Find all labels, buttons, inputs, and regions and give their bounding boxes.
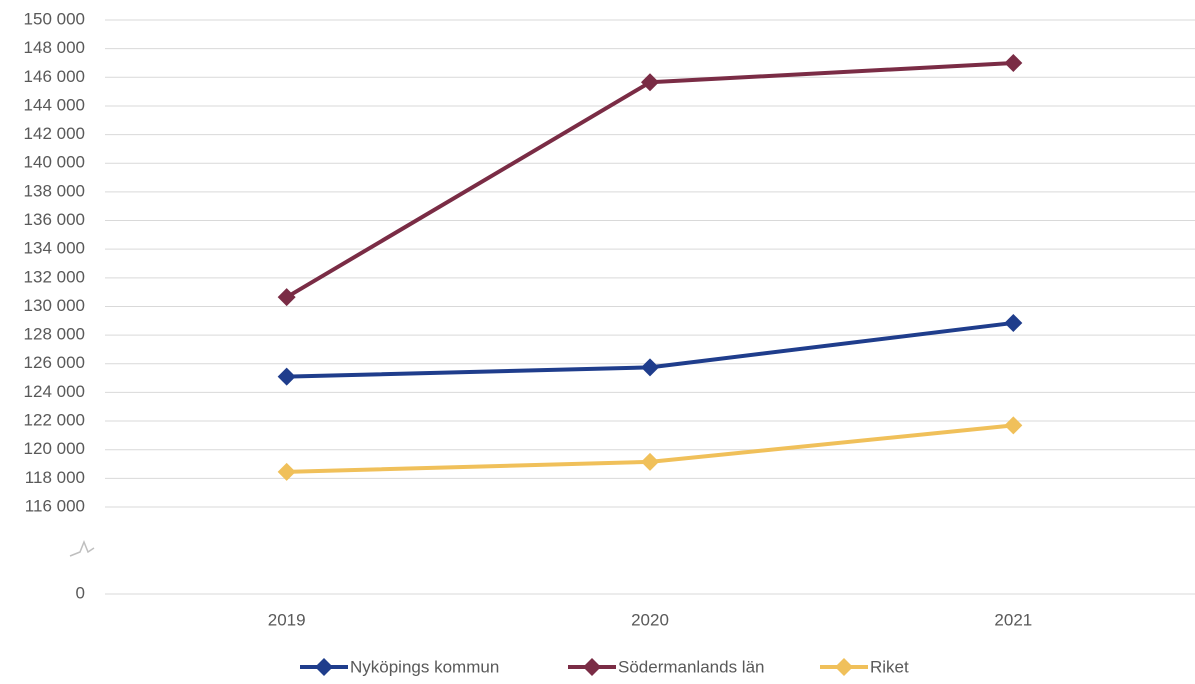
- x-tick-label: 2019: [268, 610, 306, 629]
- data-point: [277, 367, 296, 386]
- y-tick-label: 132 000: [24, 267, 85, 286]
- y-tick-label: 146 000: [24, 67, 85, 86]
- legend-marker: [583, 658, 601, 676]
- legend-label: Riket: [870, 657, 909, 676]
- legend-item: Riket: [820, 657, 909, 676]
- y-tick-label: 116 000: [25, 496, 85, 515]
- x-tick-label: 2020: [631, 610, 669, 629]
- legend-label: Södermanlands län: [618, 657, 764, 676]
- y-tick-label: 150 000: [24, 9, 85, 28]
- y-tick-label: 0: [76, 583, 85, 602]
- data-point: [277, 462, 296, 481]
- y-tick-label: 126 000: [24, 353, 85, 372]
- data-point: [641, 358, 659, 377]
- y-tick-label: 122 000: [24, 411, 85, 430]
- y-tick-label: 120 000: [24, 439, 85, 458]
- y-tick-label: 148 000: [24, 38, 85, 57]
- x-tick-label: 2021: [994, 610, 1032, 629]
- data-point: [641, 73, 659, 92]
- legend-marker: [315, 658, 333, 676]
- y-tick-label: 128 000: [24, 325, 85, 344]
- y-tick-label: 118 000: [25, 468, 85, 487]
- data-point: [1004, 313, 1023, 332]
- data-point: [277, 288, 296, 307]
- legend-item: Nyköpings kommun: [300, 657, 499, 676]
- y-tick-label: 134 000: [24, 239, 85, 258]
- y-tick-label: 136 000: [24, 210, 85, 229]
- y-tick-label: 138 000: [24, 181, 85, 200]
- y-tick-label: 140 000: [24, 153, 85, 172]
- y-tick-label: 142 000: [24, 124, 85, 143]
- y-tick-label: 130 000: [24, 296, 85, 315]
- axis-break: [69, 539, 95, 557]
- legend-marker: [835, 658, 853, 676]
- y-tick-label: 124 000: [24, 382, 85, 401]
- data-point: [1004, 53, 1023, 72]
- legend-label: Nyköpings kommun: [350, 657, 499, 676]
- legend-item: Södermanlands län: [568, 657, 764, 676]
- data-point: [1004, 416, 1023, 435]
- y-tick-label: 144 000: [24, 95, 85, 114]
- data-point: [641, 452, 659, 471]
- series-line: [285, 60, 1014, 299]
